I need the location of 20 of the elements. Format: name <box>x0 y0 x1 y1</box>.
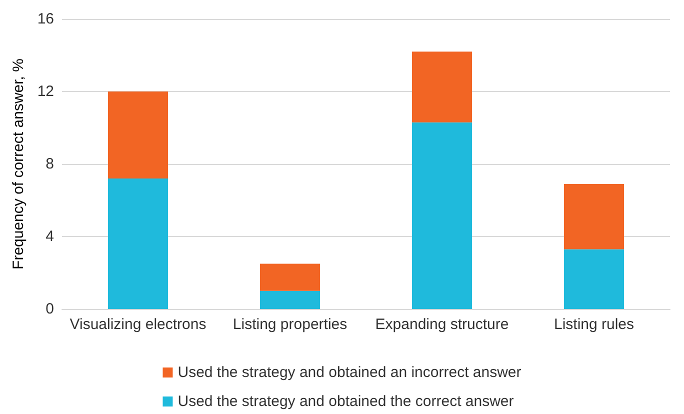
bar <box>564 184 624 250</box>
y-tick-label: 12 <box>37 83 54 100</box>
y-axis-title: Frequency of correct answer, % <box>10 58 27 270</box>
y-tick-label: 16 <box>37 10 54 28</box>
bar <box>564 249 624 309</box>
y-tick-label: 8 <box>46 156 54 172</box>
bar <box>108 178 168 309</box>
x-tick-label: Listing properties <box>232 316 348 333</box>
legend-label: Used the strategy and obtained the correct answer <box>178 393 514 410</box>
bar <box>412 122 472 309</box>
bar <box>412 52 472 122</box>
bar <box>260 290 320 309</box>
y-tick-label: 0 <box>46 300 54 318</box>
bar <box>260 264 320 291</box>
x-tick-label: Expanding structure <box>375 316 509 333</box>
y-tick-label: 4 <box>46 228 54 245</box>
bar <box>108 92 168 178</box>
x-tick-label: Visualizing electrons <box>70 316 206 333</box>
legend-label: Used the strategy and obtained an incorrect answer <box>178 364 522 381</box>
x-tick-label: Listing rules <box>554 316 634 333</box>
